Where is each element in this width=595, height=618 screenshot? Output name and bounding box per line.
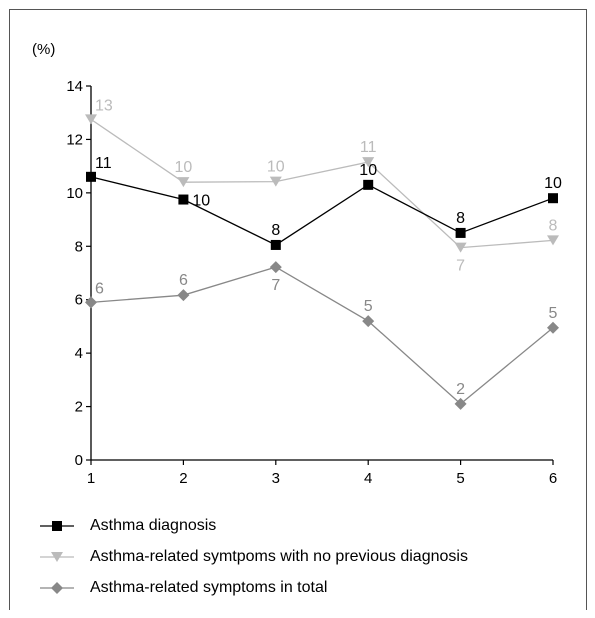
y-tick-label: 4 [75, 345, 83, 362]
data-point [547, 321, 559, 334]
y-tick-label: 10 [66, 185, 83, 202]
data-label: 10 [359, 162, 377, 179]
data-point [548, 193, 558, 204]
legend-label: Asthma diagnosis [90, 516, 217, 534]
data-point [455, 227, 466, 238]
y-tick-label: 12 [66, 131, 83, 148]
data-point [85, 114, 97, 125]
data-label: 11 [360, 139, 377, 156]
data-label: 2 [456, 381, 465, 398]
y-tick-label: 14 [66, 78, 83, 95]
triangle-marker-icon [40, 551, 74, 562]
data-label: 10 [192, 193, 210, 210]
data-label: 10 [544, 175, 562, 192]
data-label: 6 [95, 280, 104, 297]
data-label: 5 [549, 305, 558, 322]
x-tick-label: 2 [179, 470, 187, 487]
legend-item-symptoms-no-diagnosis: Asthma-related symtpoms with no previous… [40, 541, 468, 572]
legend-label: Asthma-related symtpoms with no previous… [90, 547, 468, 565]
data-point [86, 171, 96, 182]
data-point [454, 397, 467, 410]
data-label: 11 [95, 155, 112, 172]
x-tick-label: 6 [549, 470, 557, 487]
data-point [177, 289, 190, 302]
square-marker-icon [40, 520, 74, 531]
x-tick-label: 3 [272, 470, 280, 487]
series-layer [85, 114, 559, 410]
x-tick-label: 4 [364, 470, 372, 487]
data-label: 10 [175, 159, 193, 176]
legend: Asthma diagnosis Asthma-related symtpoms… [40, 510, 468, 603]
y-tick-label: 2 [75, 399, 83, 416]
diamond-marker-icon [40, 581, 74, 594]
data-point [362, 157, 375, 168]
x-tick-label: 1 [87, 470, 95, 487]
y-tick-label: 0 [75, 452, 83, 469]
data-point [547, 235, 559, 246]
data-point [270, 239, 281, 250]
legend-item-symptoms-total: Asthma-related symptoms in total [40, 572, 468, 603]
series-line [90, 266, 554, 405]
series-line [90, 176, 554, 246]
data-point [85, 296, 97, 309]
data-label: 8 [271, 222, 280, 239]
data-label: 13 [95, 97, 113, 114]
y-tick-label: 8 [75, 238, 83, 255]
x-tick-label: 5 [456, 470, 464, 487]
data-point [362, 315, 375, 328]
data-point [269, 261, 282, 274]
data-label: 8 [456, 210, 465, 227]
series-line [90, 118, 554, 249]
data-label: 10 [267, 159, 285, 176]
data-point [178, 194, 189, 205]
legend-label: Asthma-related symptoms in total [90, 578, 328, 596]
data-label: 8 [549, 217, 558, 234]
data-label: 7 [456, 258, 465, 275]
chart-frame [9, 9, 587, 610]
data-label: 7 [271, 277, 280, 294]
data-point [177, 177, 190, 188]
data-label: 5 [364, 298, 373, 315]
legend-item-asthma-diagnosis: Asthma diagnosis [40, 510, 468, 541]
data-labels: 13 10 10 11 7 8 6 6 7 5 2 5 11 10 8 10 8 10 [95, 97, 562, 398]
data-point [363, 179, 374, 190]
data-point [454, 242, 467, 253]
data-point [269, 176, 282, 187]
y-axis-label: (%) [32, 41, 55, 58]
data-label: 6 [179, 272, 188, 289]
y-tick-label: 6 [75, 292, 83, 309]
